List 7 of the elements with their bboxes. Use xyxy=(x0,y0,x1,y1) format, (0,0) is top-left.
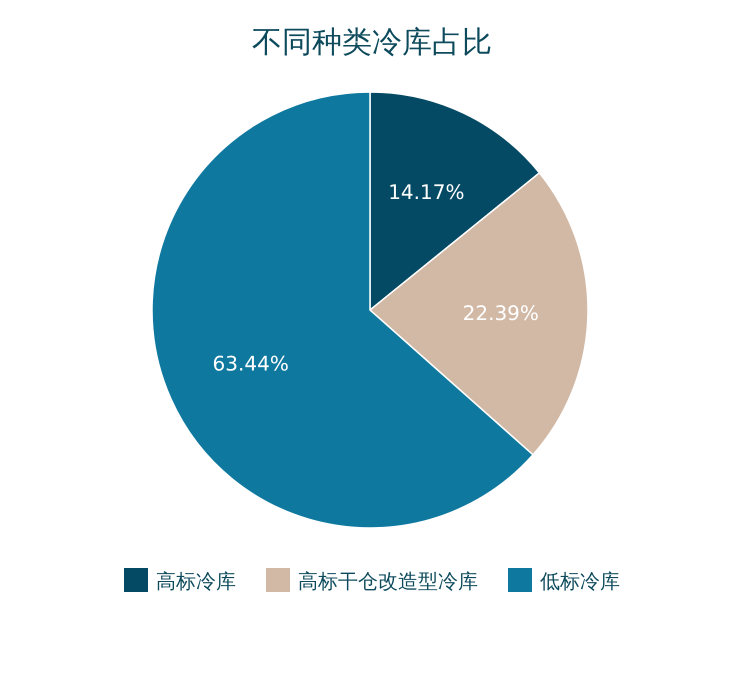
chart-title: 不同种类冷库占比 xyxy=(252,25,492,60)
legend-label: 高标干仓改造型冷库 xyxy=(298,569,478,593)
data-label: 14.17% xyxy=(388,180,464,204)
legend-label: 高标冷库 xyxy=(156,569,236,593)
data-label: 22.39% xyxy=(462,301,539,325)
legend-label: 低标冷库 xyxy=(540,569,620,593)
data-label: 63.44% xyxy=(212,352,289,376)
